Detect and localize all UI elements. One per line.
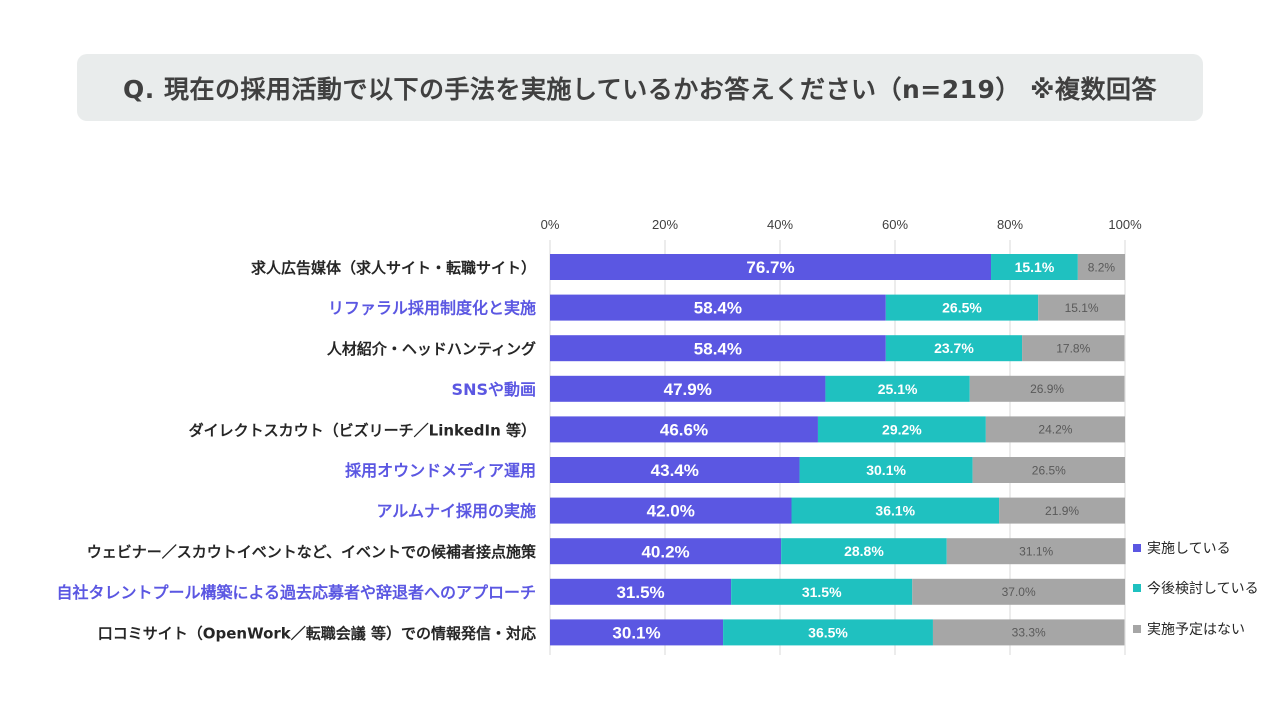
category-label: 採用オウンドメディア運用 bbox=[345, 461, 536, 480]
bar-segment bbox=[799, 457, 973, 483]
bar-segment bbox=[972, 457, 1125, 483]
data-label: 58.4% bbox=[694, 299, 742, 318]
data-label: 31.5% bbox=[616, 583, 664, 602]
data-label: 36.1% bbox=[875, 503, 915, 519]
data-label: 26.5% bbox=[1032, 463, 1066, 477]
x-tick-label: 80% bbox=[997, 217, 1023, 232]
data-label: 26.5% bbox=[942, 300, 982, 316]
category-label: 人材紹介・ヘッドハンティング bbox=[327, 340, 536, 358]
bar-segment bbox=[885, 335, 1023, 362]
bar-segment bbox=[985, 416, 1125, 443]
data-label: 76.7% bbox=[746, 258, 794, 277]
bar-segment bbox=[550, 619, 724, 646]
category-label: リファラル採用制度化と実施 bbox=[328, 299, 536, 318]
bar-segment bbox=[1022, 335, 1125, 362]
category-label: 口コミサイト（OpenWork／転職会議 等）での情報発信・対応 bbox=[98, 624, 536, 642]
data-label: 31.1% bbox=[1019, 545, 1053, 559]
legend-label-implemented: 実施している bbox=[1147, 541, 1231, 557]
bar-segment bbox=[550, 294, 886, 321]
data-label: 47.9% bbox=[664, 380, 712, 399]
category-label: ダイレクトスカウト（ビズリーチ／LinkedIn 等） bbox=[189, 421, 536, 439]
data-label: 24.2% bbox=[1038, 423, 1072, 437]
data-label: 42.0% bbox=[647, 502, 695, 521]
bar-segment bbox=[550, 416, 818, 443]
category-label: 求人広告媒体（求人サイト・転職サイト） bbox=[251, 259, 536, 277]
bar-segment bbox=[825, 375, 970, 402]
bar-segment bbox=[991, 254, 1078, 280]
legend-item-considering: 今後検討している bbox=[1133, 578, 1259, 598]
bar-segment bbox=[550, 538, 782, 565]
bar-segment bbox=[946, 538, 1126, 565]
bar-segment bbox=[791, 497, 1000, 524]
bar-segment bbox=[550, 457, 800, 483]
data-label: 30.1% bbox=[612, 624, 660, 643]
x-tick-label: 60% bbox=[882, 217, 908, 232]
legend-swatch-considering bbox=[1133, 584, 1141, 592]
bar-segment bbox=[1077, 254, 1125, 280]
legend-item-implemented: 実施している bbox=[1133, 538, 1231, 558]
bar-segment bbox=[550, 375, 826, 402]
data-label: 43.4% bbox=[651, 461, 699, 480]
x-tick-label: 40% bbox=[767, 217, 793, 232]
legend-label-considering: 今後検討している bbox=[1147, 581, 1259, 597]
data-label: 17.8% bbox=[1056, 342, 1090, 356]
data-label: 28.8% bbox=[844, 543, 884, 559]
data-label: 36.5% bbox=[808, 624, 848, 640]
bar-segment bbox=[999, 497, 1125, 524]
legend-label-not-planned: 実施予定はない bbox=[1147, 622, 1245, 638]
data-label: 37.0% bbox=[1002, 585, 1036, 599]
x-tick-label: 100% bbox=[1108, 217, 1142, 232]
chart-title: Q. 現在の採用活動で以下の手法を実施しているかお答えください（n=219） ※… bbox=[123, 74, 1157, 104]
category-label: SNSや動画 bbox=[452, 380, 536, 399]
category-label: アルムナイ採用の実施 bbox=[376, 502, 536, 521]
bar-segment bbox=[932, 619, 1125, 646]
bar-segment bbox=[1038, 294, 1125, 321]
bar-segment bbox=[550, 578, 732, 605]
bar-segment bbox=[550, 497, 792, 524]
bar-segment bbox=[969, 375, 1125, 402]
data-label: 25.1% bbox=[878, 381, 918, 397]
data-label: 23.7% bbox=[934, 340, 974, 356]
data-label: 15.1% bbox=[1015, 259, 1055, 275]
bar-segment bbox=[731, 578, 913, 605]
bar-segment bbox=[885, 294, 1039, 321]
data-label: 33.3% bbox=[1012, 626, 1046, 640]
data-label: 40.2% bbox=[641, 542, 689, 561]
data-label: 8.2% bbox=[1088, 260, 1116, 274]
data-label: 31.5% bbox=[802, 584, 842, 600]
data-label: 30.1% bbox=[866, 462, 906, 478]
bar-segment bbox=[550, 254, 992, 280]
data-label: 21.9% bbox=[1045, 504, 1079, 518]
bar-segment bbox=[723, 619, 933, 646]
bar-segment bbox=[817, 416, 986, 443]
legend-swatch-implemented bbox=[1133, 544, 1141, 552]
data-label: 46.6% bbox=[660, 421, 708, 440]
x-tick-label: 0% bbox=[541, 217, 560, 232]
bar-segment bbox=[912, 578, 1125, 605]
data-label: 58.4% bbox=[694, 339, 742, 358]
bar-segment bbox=[781, 538, 947, 565]
category-label: 自社タレントプール構築による過去応募者や辞退者へのアプローチ bbox=[56, 583, 536, 602]
data-label: 15.1% bbox=[1065, 301, 1099, 315]
x-tick-label: 20% bbox=[652, 217, 678, 232]
category-label: ウェビナー／スカウトイベントなど、イベントでの候補者接点施策 bbox=[87, 543, 537, 561]
title-box: Q. 現在の採用活動で以下の手法を実施しているかお答えください（n=219） ※… bbox=[77, 54, 1203, 121]
legend-swatch-not-planned bbox=[1133, 625, 1141, 633]
data-label: 26.9% bbox=[1030, 382, 1064, 396]
legend-item-not-planned: 実施予定はない bbox=[1133, 619, 1245, 639]
data-label: 29.2% bbox=[882, 421, 922, 437]
bar-segment bbox=[550, 335, 886, 362]
